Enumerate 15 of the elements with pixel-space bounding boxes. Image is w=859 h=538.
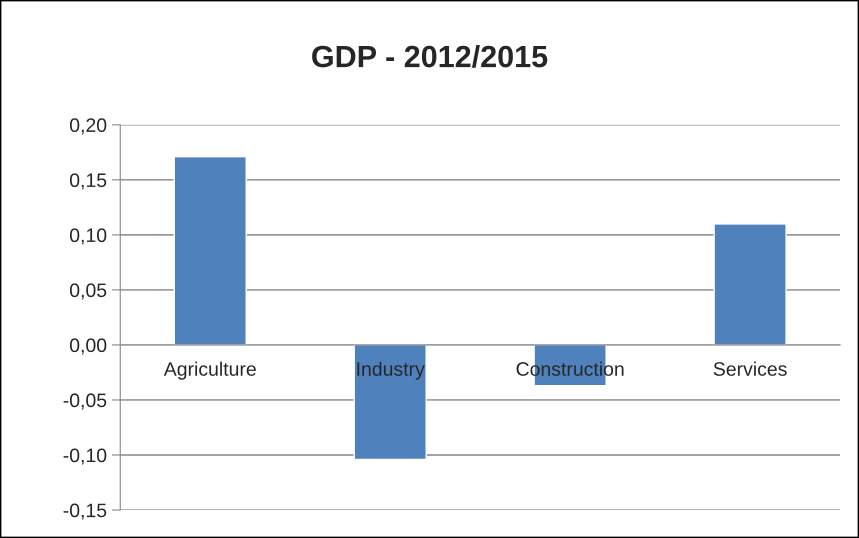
chart-title: GDP - 2012/2015 bbox=[312, 44, 548, 68]
y-tick-label: 0,05 bbox=[70, 283, 106, 300]
x-tick-label: Agriculture bbox=[164, 362, 256, 380]
y-tick-label: -0,05 bbox=[64, 393, 106, 410]
x-tick-label: Services bbox=[714, 362, 787, 376]
bar bbox=[174, 156, 247, 346]
y-tick-label: 0,00 bbox=[70, 338, 106, 354]
y-tick-label: 0,10 bbox=[70, 228, 106, 244]
y-tick-label: -0,10 bbox=[64, 448, 106, 465]
bar bbox=[354, 344, 427, 460]
y-tick-label: 0,15 bbox=[70, 173, 106, 190]
y-tick-label: -0,15 bbox=[64, 503, 106, 520]
x-tick-label: Industry bbox=[357, 362, 425, 380]
bar bbox=[713, 223, 787, 346]
y-tick-label: 0,20 bbox=[70, 118, 106, 134]
